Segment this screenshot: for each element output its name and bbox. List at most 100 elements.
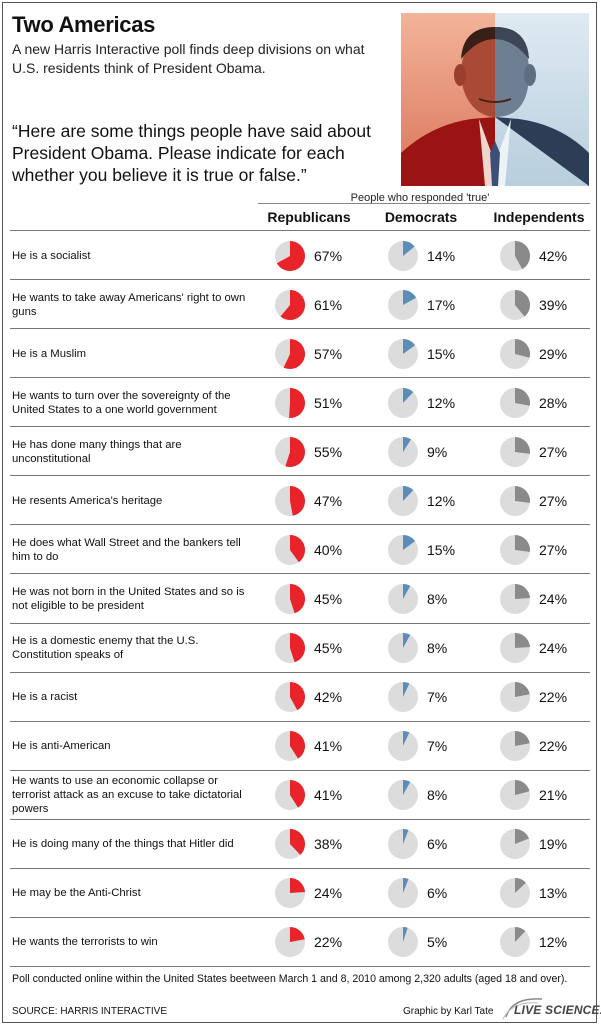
pie-slice-democrats	[403, 780, 411, 796]
percent-label: 12%	[427, 492, 456, 509]
pie-independents	[500, 240, 530, 271]
pie-independents	[500, 682, 530, 713]
percent-label: 22%	[539, 689, 568, 706]
cell-independents: 42%	[499, 231, 567, 280]
pie-slice-republicans	[290, 485, 305, 516]
percent-label: 61%	[314, 296, 343, 313]
cell-republicans: 47%	[274, 476, 342, 525]
statement-label: He wants to use an economic collapse or …	[12, 775, 242, 816]
cell-independents: 39%	[499, 280, 567, 329]
pie-democrats	[388, 731, 418, 762]
pie-democrats	[388, 682, 418, 713]
pie-slice-democrats	[403, 240, 415, 256]
cell-independents: 28%	[499, 378, 567, 427]
pie-republicans	[275, 583, 306, 614]
table-row: He is doing many of the things that Hitl…	[10, 818, 590, 869]
percent-label: 19%	[539, 836, 568, 853]
pie-republicans	[275, 829, 305, 860]
percent-label: 12%	[539, 934, 568, 951]
cell-republicans: 42%	[274, 673, 342, 722]
page-subtitle: A new Harris Interactive poll finds deep…	[12, 41, 365, 76]
pie-slice-republicans	[290, 633, 306, 663]
pie-slice-democrats	[403, 927, 408, 943]
percent-label: 12%	[427, 394, 456, 411]
cell-democrats: 6%	[387, 869, 447, 918]
cell-democrats: 15%	[387, 525, 455, 574]
pie-republicans	[275, 780, 305, 811]
cell-independents: 24%	[499, 624, 567, 673]
percent-label: 8%	[427, 590, 448, 607]
percent-label: 22%	[539, 738, 568, 755]
pie-democrats	[388, 387, 418, 418]
cell-democrats: 7%	[387, 673, 447, 722]
pie-slice-republicans	[290, 534, 306, 563]
percent-label: 15%	[427, 541, 456, 558]
percent-label: 47%	[314, 492, 343, 509]
percent-label: 14%	[427, 247, 456, 264]
pie-independents	[500, 289, 531, 320]
cell-democrats: 14%	[387, 231, 455, 280]
percent-label: 42%	[314, 689, 343, 706]
table-bottom-divider	[10, 966, 590, 967]
percent-label: 57%	[314, 345, 343, 362]
pie-slice-independents	[515, 583, 530, 599]
pie-slice-independents	[515, 289, 531, 317]
pie-independents	[500, 780, 530, 811]
page-title: Two Americas	[12, 12, 156, 37]
percent-label: 38%	[314, 836, 343, 853]
cell-independents: 29%	[499, 329, 567, 378]
graphic-credit: Graphic by Karl Tate	[403, 1006, 494, 1017]
cell-independents: 13%	[499, 869, 567, 918]
percent-label: 41%	[314, 738, 343, 755]
table-row: He was not born in the United States and…	[10, 573, 590, 623]
pie-republicans	[275, 633, 306, 664]
pie-slice-independents	[515, 436, 530, 454]
pie-independents	[500, 633, 530, 664]
pie-slice-democrats	[403, 583, 411, 599]
pie-independents	[500, 485, 530, 516]
statement-label: He wants to turn over the sovereignty of…	[12, 389, 231, 416]
pie-republicans	[275, 534, 306, 565]
cell-democrats: 5%	[387, 918, 447, 967]
pie-democrats	[388, 534, 418, 565]
cell-democrats: 12%	[387, 476, 455, 525]
pie-independents	[500, 878, 530, 909]
pie-slice-republicans	[276, 240, 306, 271]
table-row: He is a domestic enemy that the U.S. Con…	[10, 622, 590, 673]
survey-question-quote: “Here are some things people have said a…	[12, 121, 371, 185]
pie-slice-republicans	[289, 387, 306, 418]
percent-label: 24%	[539, 590, 568, 607]
percent-label: 8%	[427, 640, 448, 657]
table-row: He wants to use an economic collapse or …	[10, 769, 590, 820]
pie-republicans	[275, 289, 305, 320]
statement-label: He is a socialist	[12, 249, 91, 262]
table-row: He is a Muslim 57% 15% 29%	[10, 328, 590, 378]
cell-independents: 27%	[499, 476, 567, 525]
cell-independents: 22%	[499, 722, 567, 771]
pie-slice-democrats	[403, 289, 417, 305]
percent-label: 45%	[314, 640, 343, 657]
pie-slice-independents	[515, 780, 530, 796]
statement-label: He does what Wall Street and the bankers…	[12, 536, 241, 563]
pie-independents	[500, 534, 530, 565]
percent-label: 55%	[314, 443, 343, 460]
percent-label: 5%	[427, 934, 448, 951]
pie-slice-independents	[515, 240, 530, 269]
table-row: He does what Wall Street and the bankers…	[10, 524, 590, 574]
table-row: He wants to turn over the sovereignty of…	[10, 377, 590, 427]
percent-label: 15%	[427, 345, 456, 362]
pie-slice-republicans	[290, 927, 305, 943]
table-row: He is anti-American 41% 7% 22%	[10, 720, 590, 771]
pie-democrats	[388, 878, 418, 909]
statement-label: He is a Muslim	[12, 347, 87, 360]
percent-label: 6%	[427, 836, 448, 853]
pie-slice-democrats	[403, 338, 416, 354]
cell-democrats: 17%	[387, 280, 455, 329]
cell-democrats: 8%	[387, 574, 447, 623]
pie-republicans	[275, 338, 306, 369]
pie-republicans	[275, 927, 305, 958]
cell-republicans: 24%	[274, 869, 342, 918]
pie-slice-democrats	[403, 534, 416, 550]
cell-democrats: 6%	[387, 820, 447, 869]
